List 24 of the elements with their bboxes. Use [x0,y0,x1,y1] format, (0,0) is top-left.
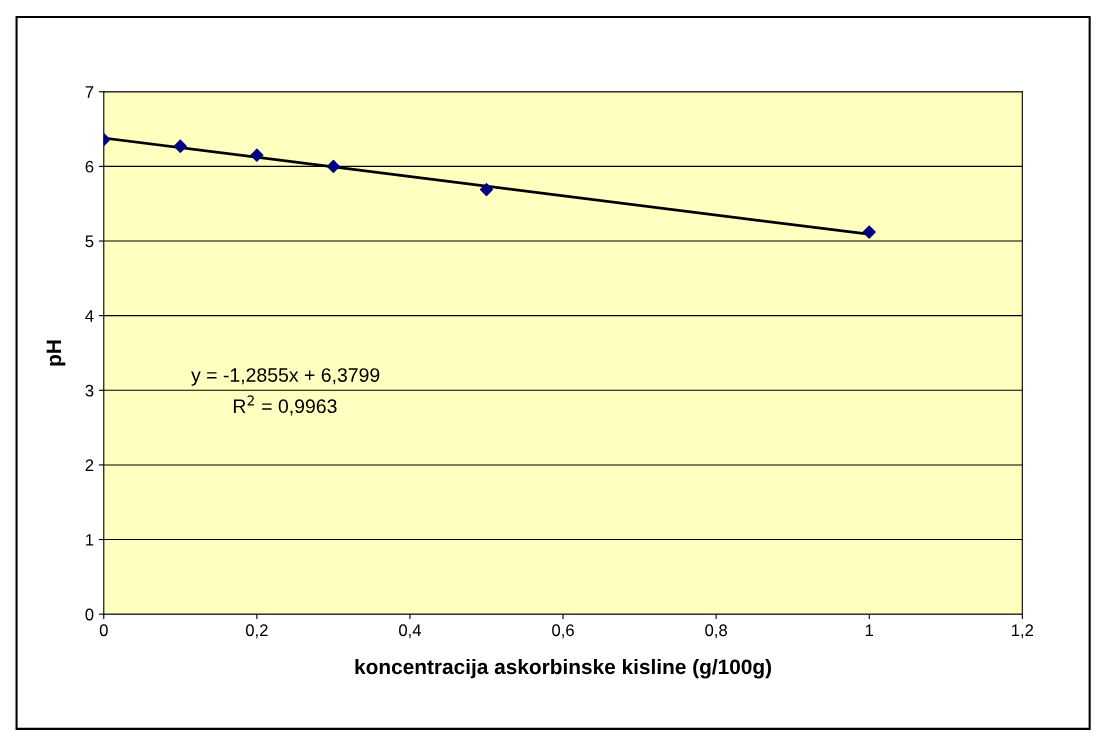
annotation: R$^{2}$ = 0,9963 [233,395,337,416]
y-tick-label: 5 [85,235,94,248]
y-tick-label: 1 [86,534,94,546]
x-tick-label: 1,2 [1011,624,1034,639]
y-tick-label: 0 [85,608,94,621]
point [479,182,494,197]
point [326,159,340,173]
point [862,225,876,239]
y-tick-label: 7 [85,86,94,98]
x-tick-label: 0,8 [705,624,727,639]
point [250,148,264,162]
y-axis-title: pH [46,340,66,366]
x-tick-label: 0,2 [245,624,268,639]
x-axis-title: koncentracija askorbinske kisline (g/100g) [355,658,772,679]
x-tick-label: 1 [865,624,874,636]
y-tick-label: 2 [85,459,94,471]
y-tick-label: 3 [85,384,94,397]
point [173,139,187,153]
annotation: y = -1,2855x + 6,3799 [191,368,380,386]
y-tick-label: 4 [85,310,94,322]
x-tick-label: 0,4 [399,624,422,639]
x-tick-label: 0,6 [552,624,574,639]
y-tick-label: 6 [85,160,94,173]
x-tick-label: 0 [99,624,108,637]
